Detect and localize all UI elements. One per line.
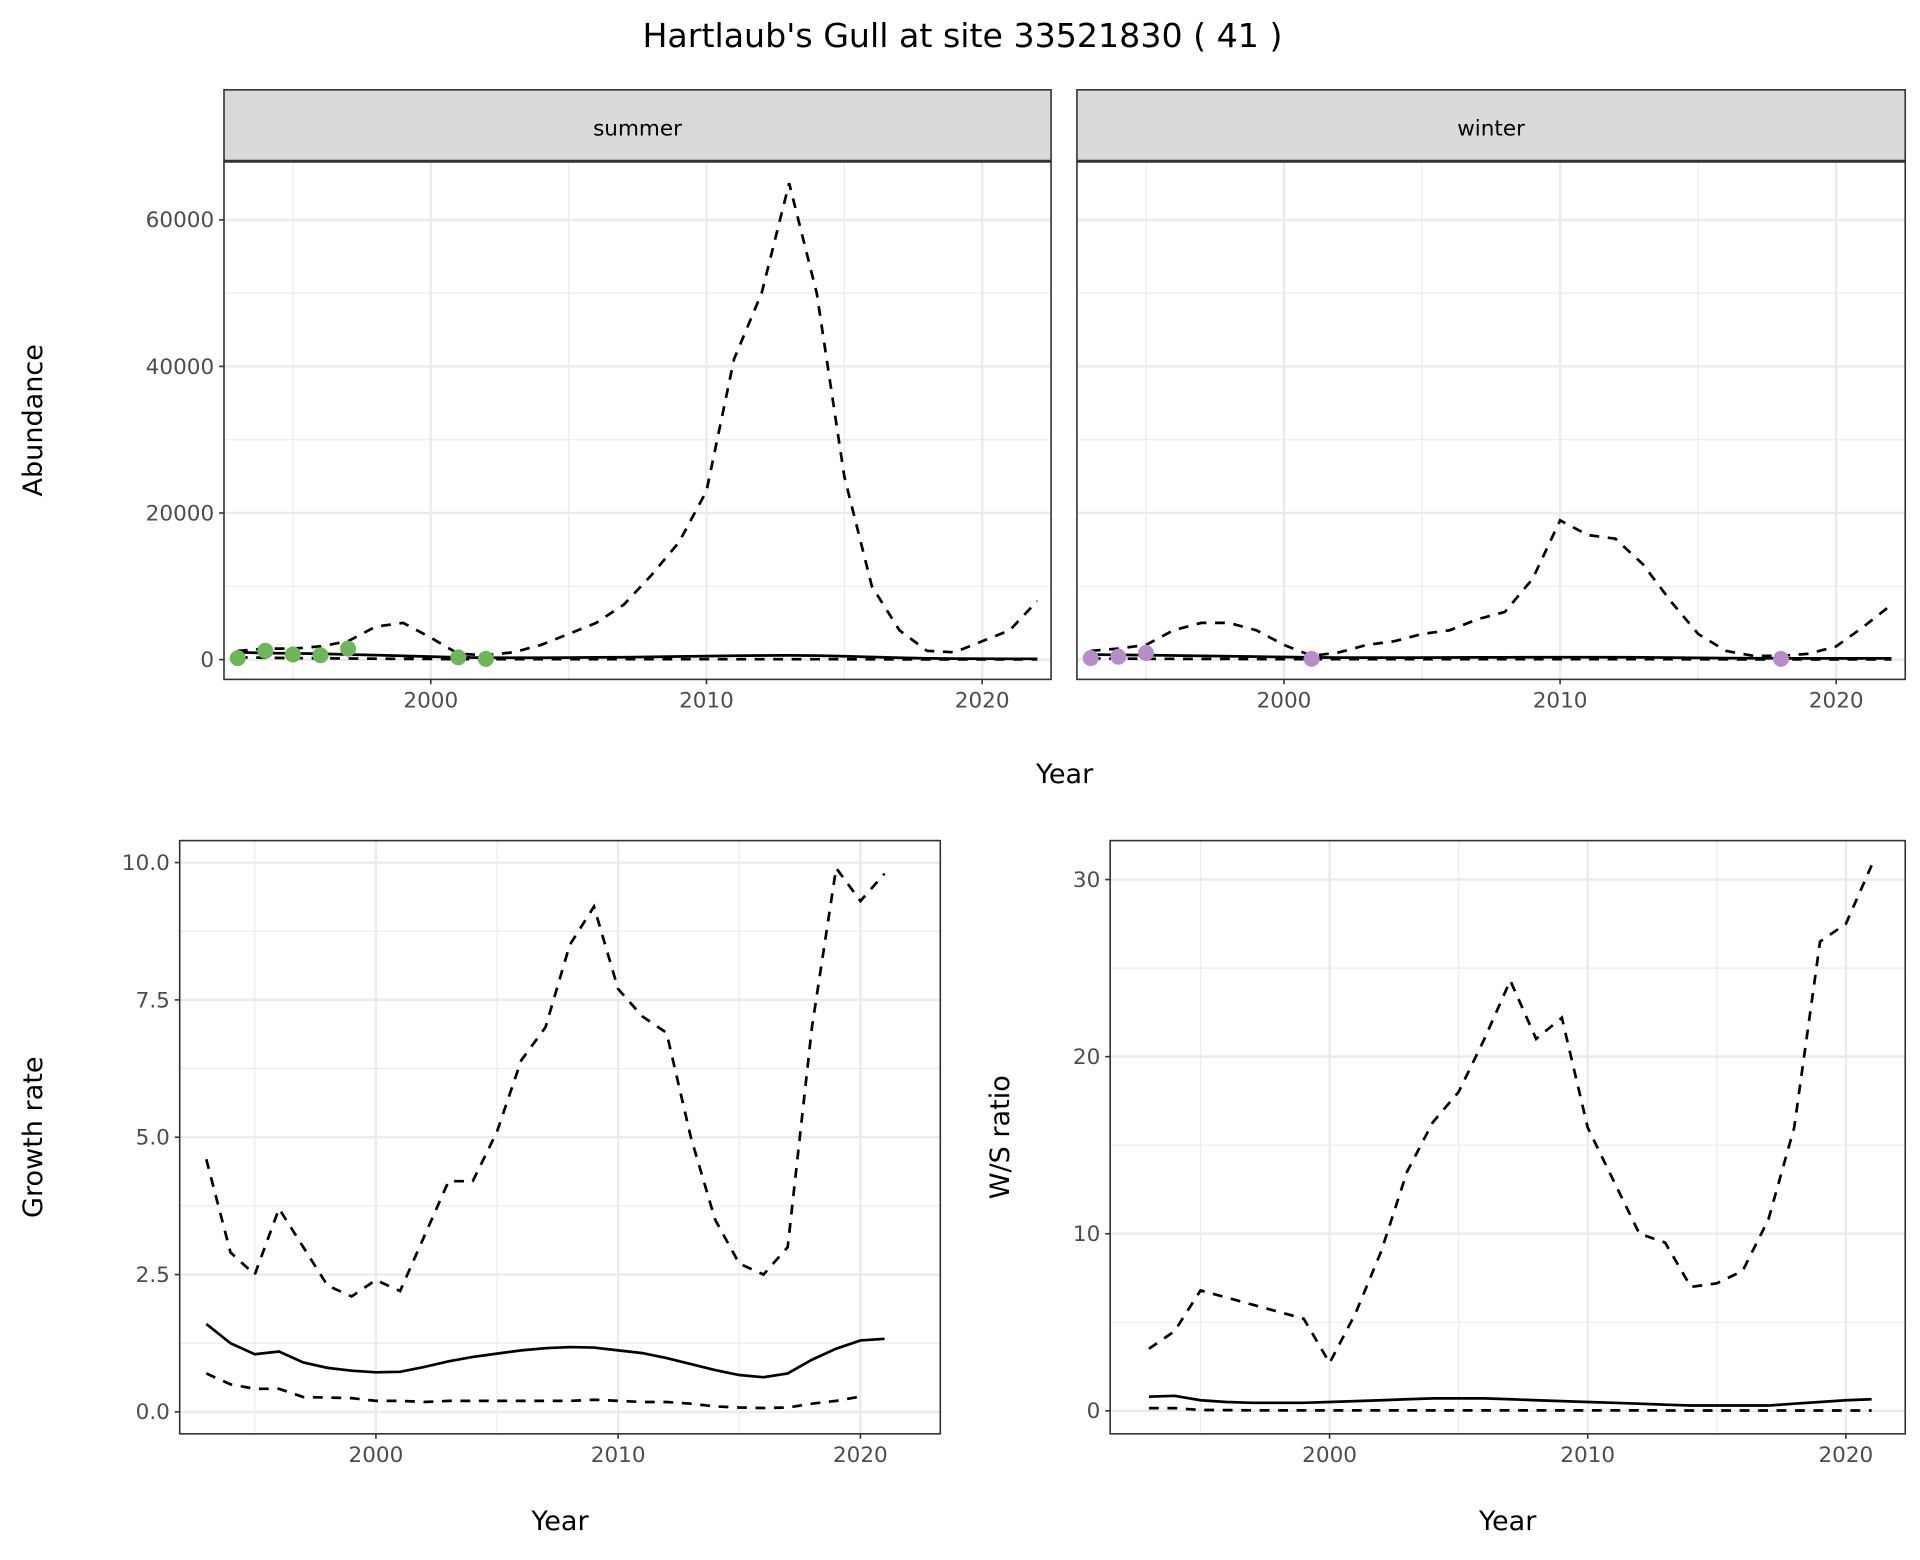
panel-border <box>1109 839 1907 1435</box>
facet-label-winter: winter <box>1457 116 1525 141</box>
observed-point <box>1110 648 1127 665</box>
facet-strip <box>1076 89 1907 163</box>
x-tick-label: 2000 <box>349 1443 404 1468</box>
y-tick-label: 10 <box>1073 1222 1100 1247</box>
y-tick-label: 2.5 <box>136 1263 170 1288</box>
mean-line <box>1148 1394 1872 1407</box>
x-tick-label: 2010 <box>591 1443 646 1468</box>
x-tick-label: 2000 <box>1302 1443 1357 1468</box>
figure-title: Hartlaub's Gull at site 33521830 ( 41 ) <box>642 16 1282 55</box>
panel-ratio: 2000 2010 2020 0 10 20 30 Year W/S ratio <box>985 839 1907 1537</box>
y-tick-label: 10.0 <box>122 851 170 876</box>
panel-winter: 2000 2010 2020 winter <box>1076 89 1907 714</box>
upper-bound-line <box>1090 518 1893 658</box>
lower-bound-line <box>1148 1406 1872 1412</box>
panel-summer: 2000 2010 2020 0 20000 40000 60000 summer Abunda… <box>18 89 1052 714</box>
x-tick-label: 2000 <box>1257 689 1312 714</box>
x-axis-title: Year <box>1035 759 1094 790</box>
x-tick-label: 2010 <box>1533 689 1588 714</box>
observed-point <box>1303 650 1320 667</box>
y-tick-label: 5.0 <box>136 1126 170 1151</box>
observed-point <box>1772 650 1789 667</box>
mean-line <box>205 1322 885 1379</box>
x-tick-label: 2020 <box>1818 1443 1873 1468</box>
x-tick-label: 2020 <box>955 689 1010 714</box>
observed-point <box>477 650 494 667</box>
lower-bound-line <box>237 656 1038 661</box>
facet-strip <box>223 89 1052 163</box>
upper-bound-line <box>1148 864 1873 1366</box>
y-tick-label: 0 <box>1087 1399 1101 1424</box>
y-axis-title: W/S ratio <box>985 1075 1016 1199</box>
y-tick-label: 20 <box>1073 1045 1100 1070</box>
observed-point <box>229 650 246 667</box>
y-tick-label: 30 <box>1073 868 1100 893</box>
x-tick-label: 2000 <box>403 689 458 714</box>
y-tick-label: 60000 <box>146 208 214 233</box>
facet-label-summer: summer <box>593 116 682 141</box>
observed-point <box>312 647 329 664</box>
mean-line <box>1090 653 1892 660</box>
upper-bound-line <box>237 182 1039 657</box>
x-tick-label: 2020 <box>833 1443 888 1468</box>
observed-point <box>284 646 301 663</box>
upper-bound-line <box>204 864 886 1299</box>
y-axis-title: Abundance <box>18 344 49 496</box>
x-tick-label: 2020 <box>1809 689 1864 714</box>
y-axis-title: Growth rate <box>18 1056 49 1218</box>
x-tick-label: 2010 <box>679 689 734 714</box>
y-tick-label: 40000 <box>146 355 214 380</box>
lower-bound-line <box>205 1372 861 1410</box>
panel-growth: 2000 2010 2020 0.0 2.5 5.0 7.5 10.0 Year Growth r… <box>18 839 942 1537</box>
y-tick-label: 7.5 <box>136 988 170 1013</box>
observed-point <box>340 640 357 657</box>
y-tick-label: 0 <box>200 648 214 673</box>
y-tick-label: 0.0 <box>136 1400 170 1425</box>
observed-point <box>257 642 274 659</box>
y-tick-label: 20000 <box>146 501 214 526</box>
observed-point <box>450 649 467 666</box>
observed-point <box>1082 650 1099 667</box>
x-axis-title: Year <box>1478 1506 1537 1537</box>
observed-point <box>1137 645 1154 662</box>
x-axis-title: Year <box>530 1506 589 1537</box>
x-tick-label: 2010 <box>1560 1443 1615 1468</box>
mean-line <box>237 650 1038 661</box>
